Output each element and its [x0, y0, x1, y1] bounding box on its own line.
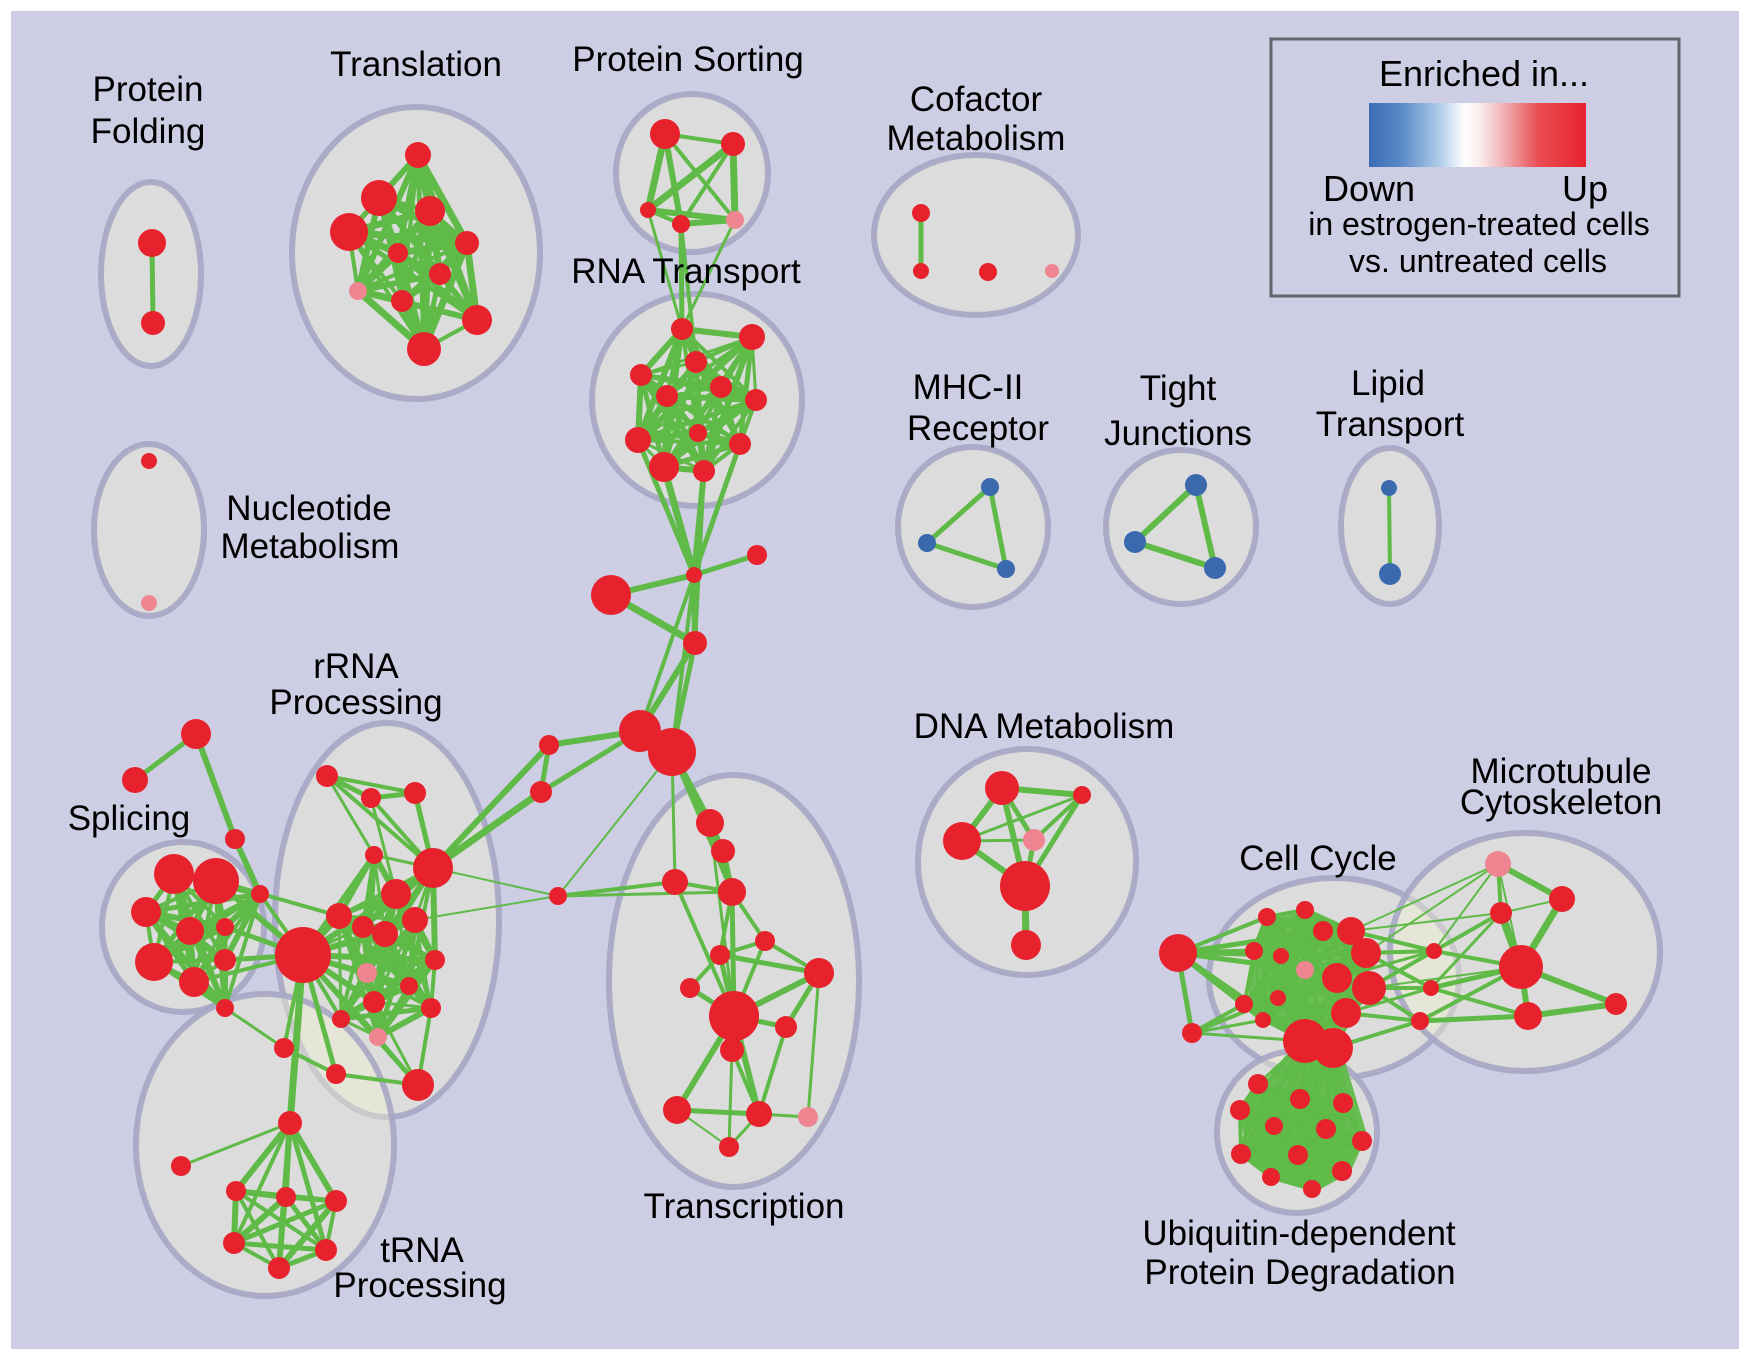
svg-text:Junctions: Junctions [1104, 414, 1252, 453]
svg-text:rRNA: rRNA [313, 647, 399, 686]
svg-text:Processing: Processing [333, 1266, 506, 1305]
svg-text:Tight: Tight [1140, 369, 1217, 408]
svg-text:Cofactor: Cofactor [910, 80, 1043, 119]
svg-text:Nucleotide: Nucleotide [226, 489, 391, 528]
svg-text:vs. untreated cells: vs. untreated cells [1349, 243, 1607, 279]
svg-text:Enriched in...: Enriched in... [1379, 53, 1589, 94]
svg-text:Cell Cycle: Cell Cycle [1239, 839, 1397, 878]
svg-text:Splicing: Splicing [68, 799, 191, 838]
svg-text:DNA Metabolism: DNA Metabolism [914, 707, 1175, 746]
svg-text:MHC-II: MHC-II [913, 368, 1024, 407]
svg-text:in estrogen-treated cells: in estrogen-treated cells [1308, 206, 1650, 242]
svg-text:Down: Down [1323, 168, 1415, 209]
svg-text:Metabolism: Metabolism [221, 527, 400, 566]
svg-text:Microtubule: Microtubule [1471, 752, 1652, 791]
svg-text:Receptor: Receptor [907, 409, 1049, 448]
svg-text:Transport: Transport [1316, 405, 1465, 444]
svg-text:Up: Up [1562, 168, 1608, 209]
svg-text:Transcription: Transcription [644, 1187, 845, 1226]
svg-text:tRNA: tRNA [380, 1231, 464, 1270]
svg-text:Folding: Folding [91, 112, 206, 151]
svg-text:Cytoskeleton: Cytoskeleton [1460, 783, 1662, 822]
svg-text:RNA Transport: RNA Transport [571, 252, 801, 291]
svg-text:Lipid: Lipid [1351, 364, 1425, 403]
svg-text:Translation: Translation [330, 45, 502, 84]
svg-text:Ubiquitin-dependent: Ubiquitin-dependent [1142, 1214, 1456, 1253]
svg-text:Protein: Protein [93, 70, 204, 109]
svg-text:Protein Sorting: Protein Sorting [572, 40, 804, 79]
svg-text:Protein Degradation: Protein Degradation [1144, 1253, 1455, 1292]
svg-text:Processing: Processing [269, 683, 442, 722]
svg-text:Metabolism: Metabolism [887, 119, 1066, 158]
